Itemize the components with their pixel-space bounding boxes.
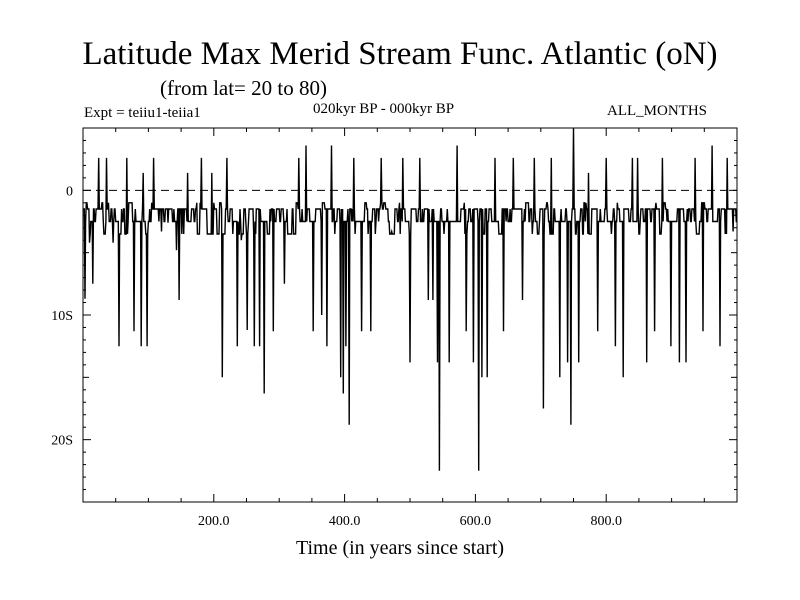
chart-title: Latitude Max Merid Stream Func. Atlantic… <box>82 36 718 72</box>
axis-tick-labels: 200.0 400.0 600.0 800.0 0 10S 20S <box>51 184 622 529</box>
months-label: ALL_MONTHS <box>607 103 707 119</box>
period-label: 020kyr BP - 000kyr BP <box>313 101 455 117</box>
x-tick-label: 200.0 <box>198 514 230 529</box>
series-line <box>83 127 737 471</box>
x-tick-label: 400.0 <box>329 514 361 529</box>
axis-ticks <box>83 128 737 502</box>
y-tick-label: 10S <box>51 309 73 324</box>
chart-subtitle: (from lat= 20 to 80) <box>160 76 327 100</box>
x-tick-label: 600.0 <box>460 514 492 529</box>
y-tick-label: 0 <box>66 184 73 199</box>
experiment-label: Expt = teiiu1-teiia1 <box>84 105 201 121</box>
x-tick-label: 800.0 <box>590 514 622 529</box>
x-axis-label: Time (in years since start) <box>295 537 505 559</box>
y-tick-label: 20S <box>51 434 73 449</box>
